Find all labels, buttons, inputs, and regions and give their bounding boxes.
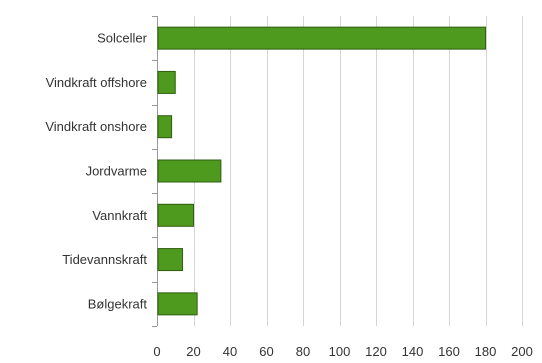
- x-tick-label-80: 80: [296, 344, 310, 359]
- bar-solceller: [157, 26, 486, 50]
- bar-vindkraft-onshore: [157, 115, 173, 139]
- bar-tidevannskraft: [157, 248, 184, 272]
- x-tick-label-200: 200: [511, 344, 533, 359]
- category-label-vindkraft-onshore: Vindkraft onshore: [45, 119, 147, 134]
- bars: [157, 26, 486, 316]
- bar-b-lgekraft: [157, 292, 198, 316]
- category-label-b-lgekraft: Bølgekraft: [88, 296, 148, 311]
- category-labels: Solceller Vindkraft offshore Vindkraft ons…: [45, 31, 147, 312]
- bar-vindkraft-offshore: [157, 70, 176, 94]
- x-tick-label-120: 120: [365, 344, 387, 359]
- category-label-solceller: Solceller: [97, 31, 148, 46]
- x-tick-labels: 0 20 40 60 80 100 120 140 160 180 200: [153, 344, 532, 359]
- x-tick-label-160: 160: [438, 344, 460, 359]
- x-tick-label-140: 140: [402, 344, 424, 359]
- category-label-vannkraft: Vannkraft: [92, 208, 147, 223]
- grid-lines: [194, 16, 523, 326]
- axes: [152, 16, 158, 327]
- bar-vannkraft: [157, 203, 194, 227]
- x-tick-label-180: 180: [475, 344, 497, 359]
- category-label-jordvarme: Jordvarme: [86, 164, 147, 179]
- x-tick-label-60: 60: [259, 344, 273, 359]
- category-label-tidevannskraft: Tidevannskraft: [62, 252, 147, 267]
- category-label-vindkraft-offshore: Vindkraft offshore: [46, 75, 147, 90]
- bar-jordvarme: [157, 159, 222, 183]
- x-tick-label-100: 100: [329, 344, 351, 359]
- x-tick-label-0: 0: [153, 344, 160, 359]
- x-tick-label-40: 40: [223, 344, 237, 359]
- x-tick-label-20: 20: [186, 344, 200, 359]
